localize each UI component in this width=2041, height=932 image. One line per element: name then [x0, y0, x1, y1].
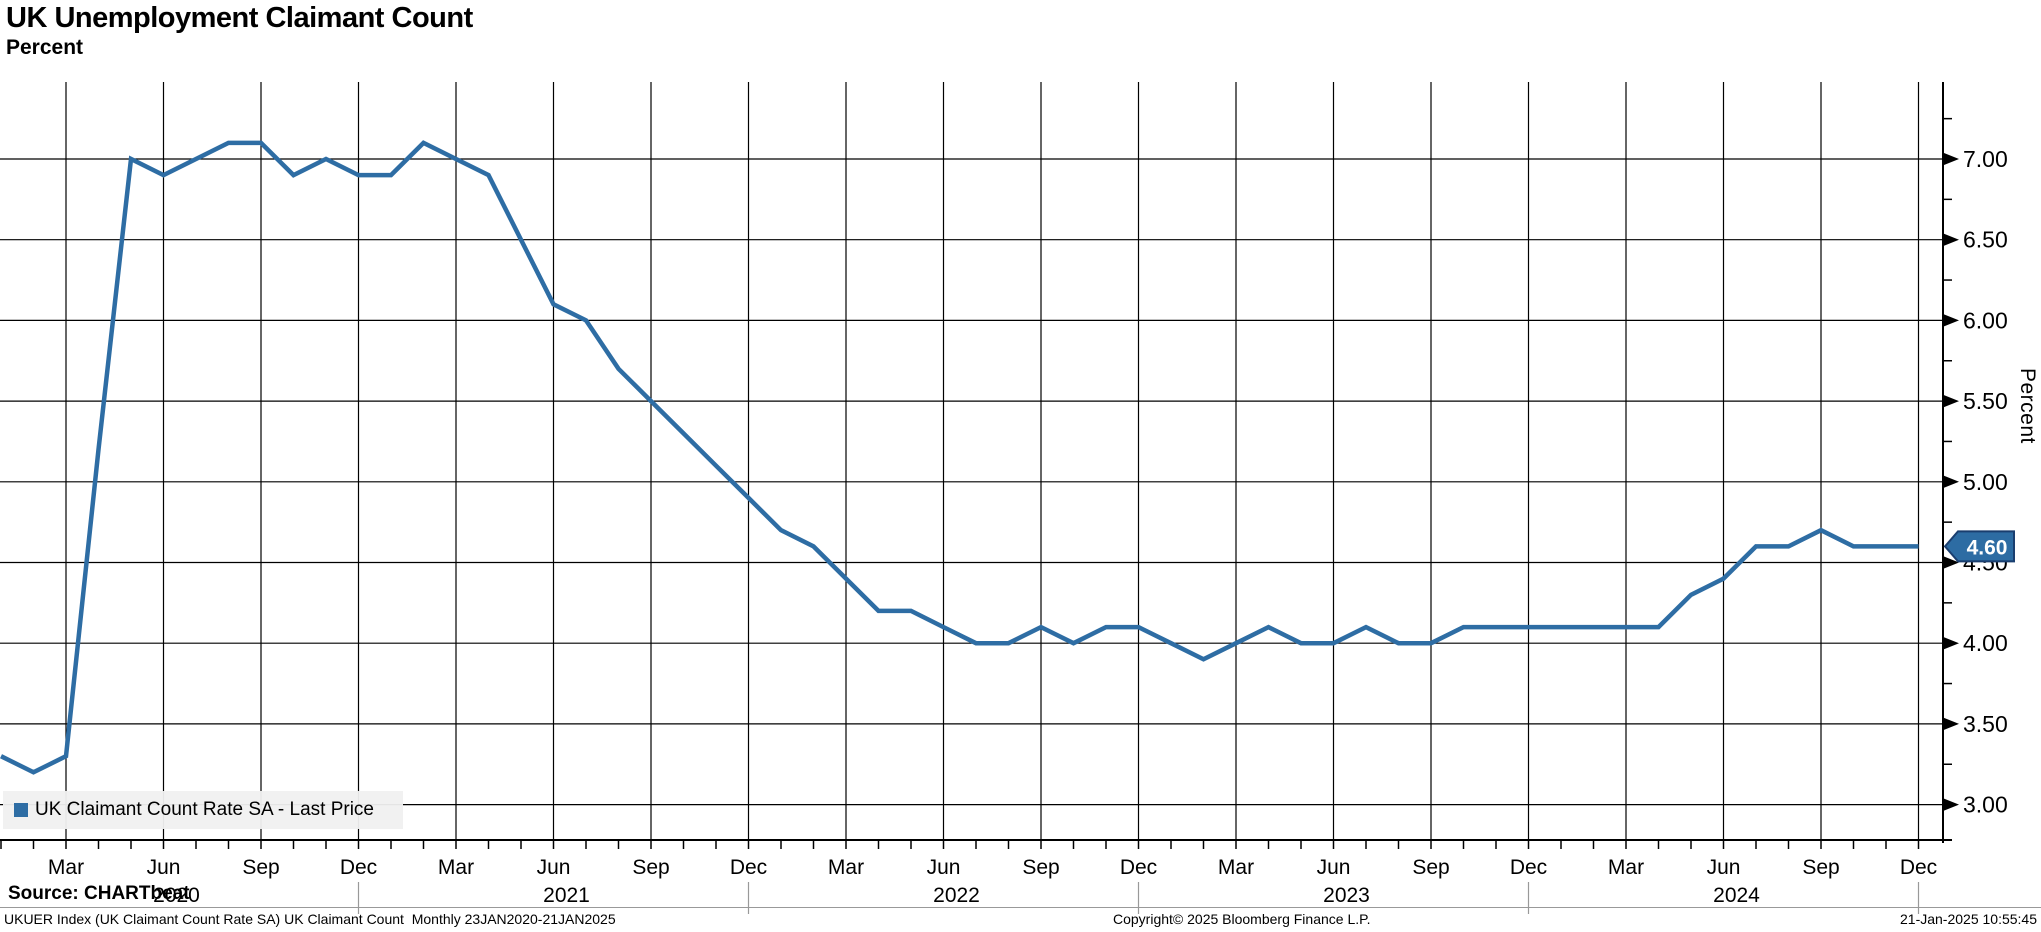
svg-text:Jun: Jun [1317, 856, 1351, 879]
y-gridlines [0, 158, 1943, 806]
svg-text:2022: 2022 [933, 884, 980, 907]
x-month-ticks [0, 840, 1920, 849]
svg-text:Jun: Jun [147, 856, 181, 879]
svg-text:Sep: Sep [632, 856, 669, 879]
svg-text:6.00: 6.00 [1963, 307, 2008, 333]
svg-text:Dec: Dec [1900, 856, 1937, 879]
svg-text:Mar: Mar [1218, 856, 1254, 879]
legend-series-marker-icon [14, 803, 28, 817]
legend[interactable]: UK Claimant Count Rate SA - Last Price [3, 791, 403, 829]
svg-text:Mar: Mar [1608, 856, 1644, 879]
svg-text:2021: 2021 [543, 884, 590, 907]
svg-text:Dec: Dec [730, 856, 767, 879]
svg-text:Mar: Mar [828, 856, 864, 879]
svg-text:Mar: Mar [438, 856, 474, 879]
ticker-description: UKUER Index (UK Claimant Count Rate SA) … [4, 911, 616, 927]
svg-text:Sep: Sep [1412, 856, 1449, 879]
svg-text:Mar: Mar [48, 856, 84, 879]
svg-text:2024: 2024 [1713, 884, 1760, 907]
y-tick-labels: 7.006.506.005.505.004.504.003.503.00 [1944, 146, 2008, 818]
x-tick-labels: Mar Jun Sep Dec Mar Jun Sep Dec Mar Jun Sep Dec Mar J… [48, 856, 1937, 879]
page-subtitle: Percent [6, 36, 84, 59]
svg-text:Jun: Jun [1707, 856, 1741, 879]
svg-text:3.50: 3.50 [1963, 711, 2008, 737]
svg-text:4.00: 4.00 [1963, 630, 2008, 656]
footer-divider [0, 907, 2041, 908]
x-year-labels: 2020 2021 2022 2023 2024 [153, 884, 1760, 907]
x-gridlines [65, 82, 1920, 840]
svg-text:2023: 2023 [1323, 884, 1370, 907]
y-axis-title: Percent [2016, 368, 2039, 444]
svg-text:6.50: 6.50 [1963, 227, 2008, 253]
svg-text:Dec: Dec [1120, 856, 1157, 879]
svg-text:Dec: Dec [340, 856, 377, 879]
last-price-tag: 4.60 [1943, 530, 2015, 563]
svg-text:Sep: Sep [1022, 856, 1059, 879]
svg-text:3.00: 3.00 [1963, 792, 2008, 818]
series-line [0, 140, 1919, 775]
axes [0, 82, 1952, 843]
source-note: Source: CHARTbeat [8, 883, 190, 904]
svg-text:7.00: 7.00 [1963, 146, 2008, 172]
svg-text:Jun: Jun [927, 856, 961, 879]
legend-series-label: UK Claimant Count Rate SA - Last Price [35, 799, 374, 820]
svg-text:Sep: Sep [1802, 856, 1839, 879]
svg-text:Dec: Dec [1510, 856, 1547, 879]
copyright-notice: Copyright© 2025 Bloomberg Finance L.P. [1113, 911, 1371, 927]
svg-text:4.60: 4.60 [1967, 536, 2008, 559]
year-separators [357, 882, 1920, 914]
chart-timestamp: 21-Jan-2025 10:55:45 [1900, 911, 2037, 927]
page-title: UK Unemployment Claimant Count [6, 2, 473, 34]
svg-text:Sep: Sep [242, 856, 279, 879]
svg-text:2020: 2020 [153, 884, 200, 907]
svg-text:Jun: Jun [537, 856, 571, 879]
svg-text:5.50: 5.50 [1963, 388, 2008, 414]
svg-text:5.00: 5.00 [1963, 469, 2008, 495]
y-minor-ticks [1943, 117, 1952, 765]
